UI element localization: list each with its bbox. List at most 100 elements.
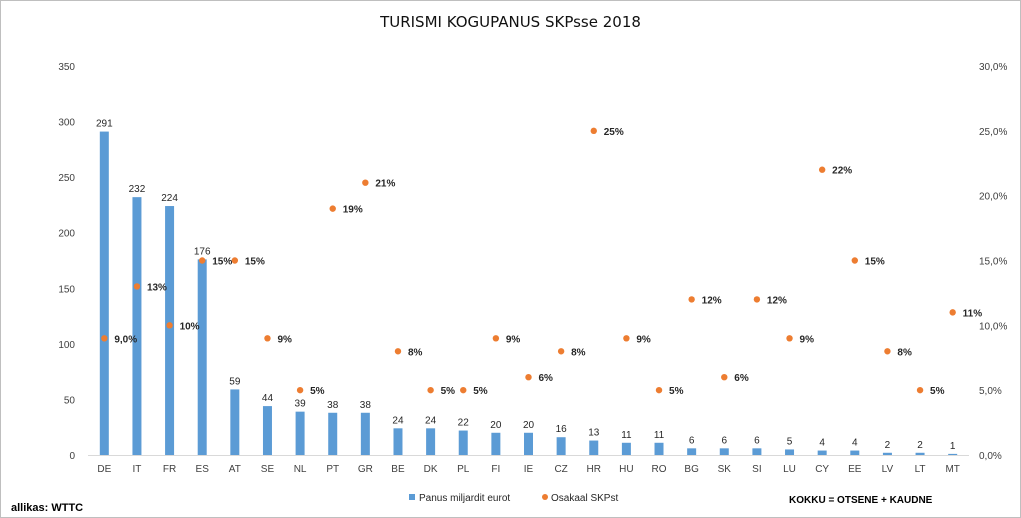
bar-value-label: 224 [161, 193, 178, 204]
share-value-label: 22% [832, 166, 852, 177]
bar-value-label: 6 [754, 435, 760, 446]
x-tick-label: CZ [554, 464, 567, 475]
bar-value-label: 24 [425, 415, 437, 426]
bar-value-label: 38 [360, 400, 372, 411]
x-tick-label: EE [848, 464, 862, 475]
share-value-label: 13% [147, 282, 167, 293]
share-point-lv [884, 348, 891, 355]
share-point-lu [786, 335, 793, 342]
share-value-label: 12% [702, 295, 722, 306]
share-point-es [199, 257, 206, 264]
share-value-label: 8% [408, 347, 423, 358]
bar-value-label: 4 [819, 438, 825, 449]
bar-gr [360, 412, 370, 455]
bar-value-label: 16 [556, 424, 568, 435]
bar-ro [654, 442, 664, 455]
bar-value-label: 2 [917, 440, 923, 451]
share-value-label: 9,0% [114, 334, 137, 345]
bar-fi [491, 432, 501, 455]
x-tick-label: DE [97, 464, 111, 475]
x-tick-label: CY [815, 464, 829, 475]
share-value-label: 25% [604, 127, 624, 138]
y-right-tick-label: 0,0% [979, 451, 1002, 462]
bar-value-label: 24 [392, 415, 404, 426]
x-tick-label: RO [652, 464, 667, 475]
bar-es [197, 259, 207, 455]
x-tick-label: GR [358, 464, 373, 475]
x-tick-label: LU [783, 464, 796, 475]
bar-value-label: 59 [229, 376, 241, 387]
share-value-label: 15% [865, 257, 885, 268]
y-right-tick-label: 5,0% [979, 386, 1002, 397]
bar-value-label: 38 [327, 400, 339, 411]
legend-label-bar: Panus miljardit eurot [419, 493, 510, 504]
share-point-lt [916, 386, 924, 394]
x-tick-label: SK [718, 464, 732, 475]
bar-value-label: 4 [852, 438, 858, 449]
share-point-at [231, 257, 239, 264]
share-point-ro [655, 386, 663, 394]
share-value-label: 9% [277, 334, 292, 345]
bar-se [262, 406, 272, 455]
bar-it [132, 197, 142, 456]
bar-ee [850, 450, 860, 455]
share-point-sk [721, 374, 728, 381]
x-tick-label: IE [524, 464, 534, 475]
share-value-label: 5% [930, 386, 945, 397]
share-point-gr [362, 179, 369, 186]
bar-value-label: 5 [787, 436, 793, 447]
share-point-hr [590, 127, 597, 135]
x-tick-label: SI [752, 464, 761, 475]
bar-value-label: 2 [885, 440, 891, 451]
y-left-tick-label: 0 [69, 451, 75, 462]
y-left-tick-label: 100 [58, 340, 75, 351]
x-tick-label: NL [294, 464, 307, 475]
share-value-label: 5% [310, 386, 325, 397]
x-tick-label: MT [945, 464, 959, 475]
share-value-label: 15% [245, 257, 265, 268]
share-point-si [753, 296, 761, 303]
share-value-label: 15% [212, 257, 232, 268]
x-tick-label: PL [457, 464, 470, 475]
share-point-pl [460, 386, 467, 394]
total-note: KOKKU = OTSENE + KAUDNE [789, 495, 933, 506]
share-value-label: 10% [180, 321, 200, 332]
bar-lv [882, 452, 892, 455]
y-right-tick-label: 15,0% [979, 257, 1007, 268]
share-point-de [101, 335, 108, 342]
share-point-hu [623, 335, 630, 342]
bar-value-label: 1 [950, 441, 956, 452]
bar-lu [785, 449, 795, 455]
share-value-label: 19% [343, 205, 363, 216]
bar-value-label: 6 [689, 435, 695, 446]
bar-si [752, 448, 762, 455]
bar-sk [719, 448, 729, 455]
share-value-label: 5% [669, 386, 684, 397]
share-point-se [264, 335, 271, 342]
x-tick-label: FR [163, 464, 176, 475]
x-tick-label: LT [915, 464, 926, 475]
bar-value-label: 39 [295, 399, 307, 410]
y-left-tick-label: 300 [58, 118, 75, 129]
bar-bg [687, 448, 697, 455]
x-tick-label: HU [619, 464, 633, 475]
share-point-ee [851, 257, 858, 264]
share-value-label: 6% [734, 373, 749, 384]
x-tick-label: IT [132, 464, 141, 475]
bar-hr [589, 440, 599, 455]
legend-swatch-bar [409, 494, 415, 500]
share-point-bg [688, 296, 695, 303]
bar-be [393, 428, 403, 455]
share-value-label: 6% [539, 373, 554, 384]
y-left-tick-label: 200 [58, 229, 75, 240]
x-tick-label: AT [229, 464, 241, 475]
legend-label-point: Osakaal SKPst [551, 493, 618, 504]
bar-cz [556, 437, 566, 455]
bar-pl [458, 430, 468, 455]
share-value-label: 9% [636, 334, 651, 345]
bar-value-label: 11 [621, 430, 632, 441]
bar-dk [426, 428, 436, 455]
bar-pt [328, 412, 338, 455]
bar-lt [915, 452, 925, 455]
x-tick-label: LV [882, 464, 894, 475]
